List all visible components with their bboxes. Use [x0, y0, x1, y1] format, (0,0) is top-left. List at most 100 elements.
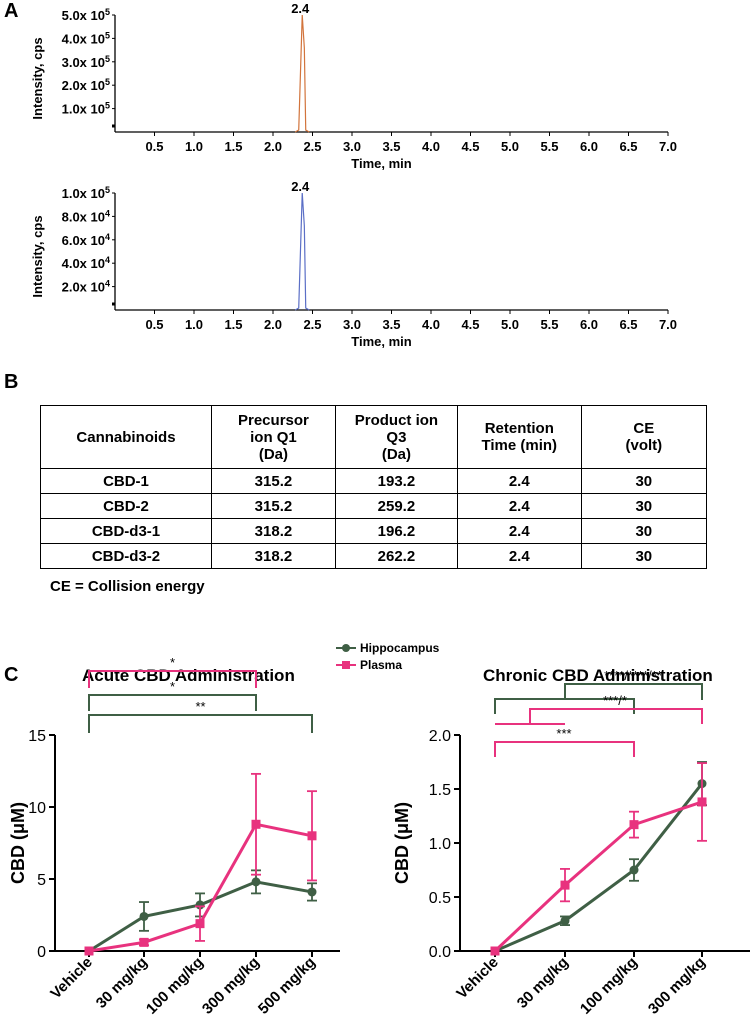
header-line: Precursor: [238, 411, 309, 429]
table-cell: 318.2: [210, 518, 336, 544]
x-tick-label: 5.0: [501, 317, 519, 332]
x-tick-label: 7.0: [659, 139, 677, 154]
legend-label-hippocampus: Hippocampus: [360, 640, 440, 655]
significance-label: ***/*: [603, 693, 627, 708]
table-header-cell: Retention Time (min): [456, 405, 582, 469]
y-tick-label: 0.0: [429, 944, 451, 961]
data-point-plasma: [307, 831, 317, 841]
legend-item-hippocampus: Hippocampus: [336, 639, 439, 656]
significance-bracket: [564, 683, 703, 700]
table-cell: 30: [580, 518, 708, 544]
header-line: (Da): [381, 445, 411, 463]
legend-marker-plasma: [336, 660, 356, 669]
y-tick-label: 6.0x 104: [62, 232, 110, 248]
x-tick-label: 300 mg/kg: [645, 954, 709, 1017]
significance-bracket: [88, 694, 257, 711]
x-tick-label: 2.5: [303, 317, 321, 332]
significance-label: *: [170, 655, 175, 670]
x-tick-label: 100 mg/kg: [143, 954, 207, 1017]
data-point-plasma: [560, 880, 570, 890]
y-tick-label: 0: [37, 944, 46, 961]
x-tick-label: 4.0: [422, 139, 440, 154]
significance-bracket: [88, 670, 257, 688]
y-axis-label: Intensity, cps: [30, 215, 45, 297]
y-tick-label: 8.0x 104: [62, 208, 110, 224]
table-body: CBD-1 315.2 193.2 2.4 30 CBD-2 315.2 259.2 2.4 30…: [40, 468, 708, 569]
table-header-row: Cannabinoids Precursor ion Q1 (Da) Product i…: [40, 405, 708, 469]
table-cell: CBD-d3-1: [40, 518, 212, 544]
x-tick-label: 4.5: [461, 317, 479, 332]
x-axis-label: Time, min: [351, 334, 412, 349]
data-point-hippocampus: [251, 877, 261, 887]
data-point-plasma: [629, 820, 639, 830]
x-tick-label: 100 mg/kg: [577, 954, 641, 1017]
table-cell: CBD-2: [40, 493, 212, 519]
x-axis-label: Time, min: [351, 156, 412, 171]
y-tick-label: 0.5: [429, 890, 451, 907]
y-tick-label: 1.5: [429, 782, 451, 799]
significance-bracket: [529, 708, 703, 724]
table-cell: 30: [580, 468, 708, 494]
data-point-plasma: [251, 819, 261, 829]
y-tick-label: 15: [28, 728, 46, 745]
header-line: (Da): [258, 445, 289, 463]
data-point-hippocampus: [629, 865, 639, 875]
header-line: Cannabinoids: [76, 428, 176, 446]
x-tick-label: 5.5: [540, 317, 558, 332]
chromatogram-top: 1.0x 105 2.0x 105 3.0x 105 4.0x 105 5.0x 105…: [30, 1, 677, 171]
x-tick-label: 2.0: [264, 139, 282, 154]
x-tick-label: 500 mg/kg: [255, 954, 319, 1017]
series-line-plasma: [493, 800, 703, 953]
chart-title-chronic: Chronic CBD Administration: [483, 666, 713, 685]
x-tick-label: 0.5: [145, 139, 163, 154]
x-tick-label: 4.0: [422, 317, 440, 332]
y-tick-label: 1.0: [429, 836, 451, 853]
table-cell: 30: [580, 493, 708, 519]
table-cell: 262.2: [334, 543, 458, 569]
x-tick-label: Vehicle: [453, 954, 502, 1003]
significance-bracket: [494, 741, 635, 757]
x-tick-label: 300 mg/kg: [199, 954, 263, 1017]
x-tick-label: 6.5: [619, 317, 637, 332]
data-point-plasma: [195, 919, 205, 929]
significance-label: *: [170, 679, 175, 694]
header-line: Time (min): [481, 437, 558, 454]
header-line: Retention: [484, 420, 554, 437]
x-tick-label: 7.0: [659, 317, 677, 332]
x-tick-label: 0.5: [145, 317, 163, 332]
significance-label: **: [195, 699, 205, 714]
significance-label: ***: [556, 726, 571, 741]
x-tick-label: 2.5: [303, 139, 321, 154]
y-tick-label: 10: [28, 800, 46, 817]
x-tick-label: 5.0: [501, 139, 519, 154]
x-tick-label: 4.5: [461, 139, 479, 154]
table-cell: 315.2: [210, 468, 336, 494]
data-point-plasma: [139, 937, 149, 947]
chromatogram-peak: [294, 192, 310, 311]
table-cell: 315.2: [210, 493, 336, 519]
table-row: CBD-1 315.2 193.2 2.4 30: [40, 468, 708, 494]
chronic-chart: 0.0 0.5 1.0 1.5 2.0 Vehicle 30 mg/kg 100 mg/kg 3…: [392, 668, 750, 1017]
table-cell: 259.2: [334, 493, 458, 519]
table-header-cell: Product ion Q3 (Da): [334, 405, 458, 469]
header-line: ion Q1: [250, 428, 297, 446]
y-tick-label: 2.0x 105: [62, 77, 110, 93]
y-tick-label: 4.0x 105: [62, 30, 110, 46]
legend-label-plasma: Plasma: [360, 657, 403, 672]
header-line: Q3: [386, 428, 407, 446]
table-cell: 193.2: [334, 468, 458, 494]
table-cell: 318.2: [210, 543, 336, 569]
y-tick-label: 4.0x 104: [62, 255, 110, 271]
y-tick-label: 2.0x 104: [62, 279, 110, 295]
header-line: (volt): [625, 437, 663, 454]
table-cell: 2.4: [456, 518, 582, 544]
table-row: CBD-2 315.2 259.2 2.4 30: [40, 493, 708, 519]
table-header-cell: Cannabinoids: [40, 405, 212, 469]
legend: Hippocampus Plasma: [336, 639, 439, 673]
x-tick-label: 6.0: [580, 139, 598, 154]
table-cell: 2.4: [456, 493, 582, 519]
y-tick-label: 1.0x 105: [62, 101, 110, 117]
chromatogram-peak: [294, 14, 310, 133]
y-axis-label: CBD (μM): [8, 802, 28, 884]
